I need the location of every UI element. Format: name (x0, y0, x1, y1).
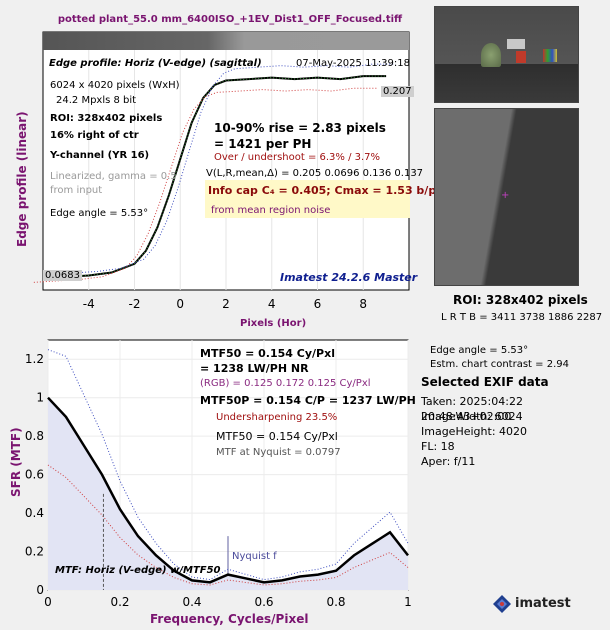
mtf-channel-line (47, 349, 409, 581)
mtf-ytick-label: 0.6 (25, 468, 44, 482)
mtf-ytick-label: 0.2 (25, 545, 44, 559)
mtf-xtick-label: 0.6 (254, 595, 273, 609)
linearized-line2: from input (50, 185, 103, 196)
right-value: 0.207 (381, 86, 414, 97)
mtf-ytick-label: 0 (36, 583, 44, 597)
undersharp-text: Undersharpening 23.5% (216, 412, 338, 423)
mtf-ytick-label: 1 (36, 391, 44, 405)
edge-xtick-label: -2 (129, 297, 141, 311)
lrtb-text: L R T B = 3411 3738 1886 2287 (441, 312, 603, 323)
mtf-series-line (47, 396, 409, 584)
exif-taken: Taken: 2025:04:22 20:48:43+02:00 (421, 395, 523, 423)
mtf-ytick-label: 1.2 (25, 352, 44, 366)
mtf-area (48, 397, 408, 590)
roi-title: ROI: 328x402 pixels (453, 293, 588, 307)
mtf50b-text: MTF50 = 0.154 Cy/Pxl (216, 430, 338, 443)
rise-text: 10-90% rise = 2.83 pixels (214, 121, 386, 135)
edge-xticks: -4 -2 0 2 4 6 8 (83, 297, 367, 311)
per-ph-text: = 1421 per PH (214, 137, 312, 151)
red-box-shape (516, 51, 526, 63)
nyquist-mtf-text: MTF at Nyquist = 0.0797 (216, 447, 341, 458)
exif-width: ImageWidth: 6024 (421, 410, 523, 423)
imatest-brand: Imatest 24.2.6 Master (280, 271, 418, 284)
infocap-text: Info cap C₄ = 0.405; Cmax = 1.53 b/p; (208, 184, 441, 197)
edge-grid (88, 50, 364, 290)
edge-xlabel: Pixels (Hor) (240, 318, 307, 329)
edge-xtick-label: 6 (314, 297, 322, 311)
edge-image-strip (43, 32, 409, 50)
roi-center-marker: + (501, 190, 510, 201)
mtf-xticks: 0 0.2 0.4 0.6 0.8 1 (44, 595, 412, 609)
nyquist-label: Nyquist f (232, 551, 277, 562)
plant-shape (481, 43, 501, 67)
mtf-xtick-label: 1 (404, 595, 412, 609)
edge-xtick-label: 0 (176, 297, 184, 311)
date-text: 07-May-2025 11:39:18 (296, 58, 410, 69)
colorchecker-shape (543, 49, 557, 62)
rgb-text: (RGB) = 0.125 0.172 0.125 Cy/Pxl (200, 378, 371, 389)
mtf-xtick-label: 0.4 (182, 595, 201, 609)
mtf-xlabel: Frequency, Cycles/Pixel (150, 612, 309, 626)
roi-thumbnail: + (434, 108, 579, 286)
mtf-yticks: 0 0.2 0.4 0.6 0.8 1 1.2 (25, 352, 44, 597)
profile-title: Edge profile: Horiz (V-edge) (sagittal) (49, 58, 262, 69)
size-line1: 6024 x 4020 pixels (WxH) (50, 80, 180, 91)
mtf50-text: MTF50 = 0.154 Cy/Pxl (200, 347, 335, 360)
edge-xtick-label: 4 (268, 297, 276, 311)
imatest-logo-text: imatest (515, 596, 571, 611)
imatest-logo-icon (492, 594, 512, 614)
edge-xtick-label: -4 (83, 297, 95, 311)
lwph-text: = 1238 LW/PH NR (200, 362, 309, 375)
exif-fl: FL: 18 (421, 440, 455, 453)
size-line2: 24.2 Mpxls 8 bit (56, 95, 137, 106)
mtf-xtick-label: 0.2 (110, 595, 129, 609)
edge-channel-line (42, 75, 387, 279)
exif-title: Selected EXIF data (421, 375, 549, 389)
charts-svg: -4 -2 0 2 4 6 8 0 0.2 0.4 0.6 0.8 1 0 0.2 0.4 0.6 0.8 1 1… (25, 31, 412, 609)
noise-text: from mean region noise (211, 205, 331, 216)
edge-angle-text: Edge angle = 5.53° (50, 208, 149, 219)
overshoot-text: Over / undershoot = 6.3% / 3.7% (214, 152, 381, 163)
position-text: 16% right of ctr (50, 130, 139, 141)
left-value: 0.0683 (43, 270, 82, 281)
full-image-thumbnail (434, 6, 579, 103)
mtf-series (47, 349, 409, 590)
linearized-line1: Linearized, gamma = 0.5 (50, 171, 177, 182)
edge-xtick-label: 2 (222, 297, 230, 311)
mtf-channel-line (47, 464, 409, 586)
file-title: potted plant_55.0 mm_6400ISO_+1EV_Dist1_… (57, 14, 403, 25)
right-edge-angle: Edge angle = 5.53° (430, 345, 529, 356)
mtf50p-text: MTF50P = 0.154 C/P = 1237 LW/PH (200, 394, 416, 407)
exif-height: ImageHeight: 4020 (421, 425, 528, 438)
mtf-xtick-label: 0 (44, 595, 52, 609)
infocap-box (205, 180, 410, 218)
mtf-ytick-label: 0.8 (25, 429, 44, 443)
edge-xtick-label: 8 (359, 297, 367, 311)
mtf-xtick-label: 0.8 (326, 595, 345, 609)
roi-text: ROI: 328x402 pixels (50, 113, 163, 124)
contrast-text: Estm. chart contrast = 2.94 (430, 359, 569, 370)
channel-text: Y-channel (YR 16) (50, 150, 150, 161)
edge-series (33, 63, 396, 283)
mtf-legend: MTF: Horiz (V-edge) w/MTF50 (55, 565, 221, 576)
chart-shape (507, 39, 525, 49)
mtf-ytick-label: 0.4 (25, 506, 44, 520)
exif-aper: Aper: f/11 (421, 455, 476, 468)
edge-channel-line (33, 87, 377, 283)
v-values-text: V(L,R,mean,Δ) = 0.205 0.0696 0.136 0.137 (206, 168, 424, 179)
